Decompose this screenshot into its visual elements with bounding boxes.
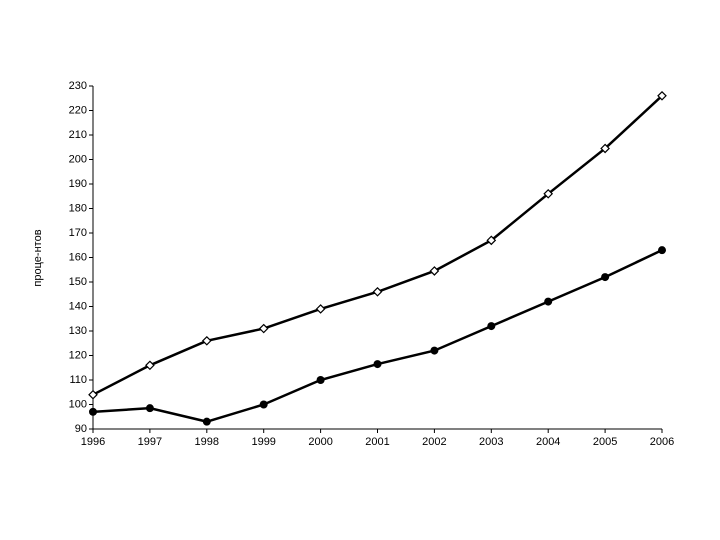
y-tick-label: 130	[69, 325, 87, 337]
point-marker	[657, 90, 667, 101]
point-marker	[544, 297, 553, 306]
x-tick-label: 2002	[422, 436, 446, 448]
x-tick-label: 1996	[81, 436, 105, 448]
y-tick-label: 210	[69, 129, 87, 141]
x-tick-label: 2003	[479, 436, 503, 448]
point-marker	[600, 143, 610, 154]
x-tick-label: 2000	[308, 436, 332, 448]
point-marker	[658, 246, 666, 255]
y-tick-label: 190	[69, 178, 87, 190]
y-tick-label: 230	[69, 80, 87, 92]
y-tick-label: 170	[69, 227, 87, 239]
point-marker	[89, 407, 97, 416]
point-marker	[201, 335, 212, 346]
point-marker	[315, 304, 326, 314]
y-tick-label: 150	[69, 276, 87, 288]
point-marker	[145, 404, 154, 413]
x-tick-label: 2001	[365, 436, 389, 448]
point-marker	[373, 360, 382, 369]
y-tick-label: 100	[69, 398, 87, 410]
x-tick-label: 1999	[251, 436, 275, 448]
y-tick-label: 220	[69, 104, 87, 116]
point-marker	[145, 360, 155, 371]
y-tick-label: 180	[69, 202, 87, 214]
y-axis-label: проце-нтов	[32, 229, 44, 286]
point-marker	[202, 417, 211, 426]
y-tick-label: 90	[75, 423, 87, 435]
x-tick-label: 1997	[138, 436, 162, 448]
point-marker	[430, 346, 439, 355]
point-marker	[258, 323, 269, 334]
y-tick-label: 110	[69, 374, 87, 386]
x-tick-label: 1998	[195, 436, 219, 448]
point-marker	[429, 266, 440, 276]
y-tick-label: 120	[69, 349, 87, 361]
point-marker	[486, 235, 497, 246]
y-tick-label: 200	[69, 153, 87, 165]
point-marker	[316, 376, 325, 384]
y-tick-label: 160	[69, 251, 87, 263]
series-line	[92, 249, 663, 423]
point-marker	[88, 389, 98, 400]
point-marker	[259, 400, 268, 409]
point-marker	[487, 322, 496, 331]
x-tick-label: 2005	[593, 436, 617, 448]
x-tick-label: 2006	[650, 436, 674, 448]
x-tick-label: 2004	[536, 436, 560, 448]
point-marker	[543, 188, 554, 199]
point-marker	[372, 286, 383, 297]
y-tick-label: 140	[69, 300, 87, 312]
series-line	[92, 94, 663, 396]
point-marker	[601, 273, 610, 282]
